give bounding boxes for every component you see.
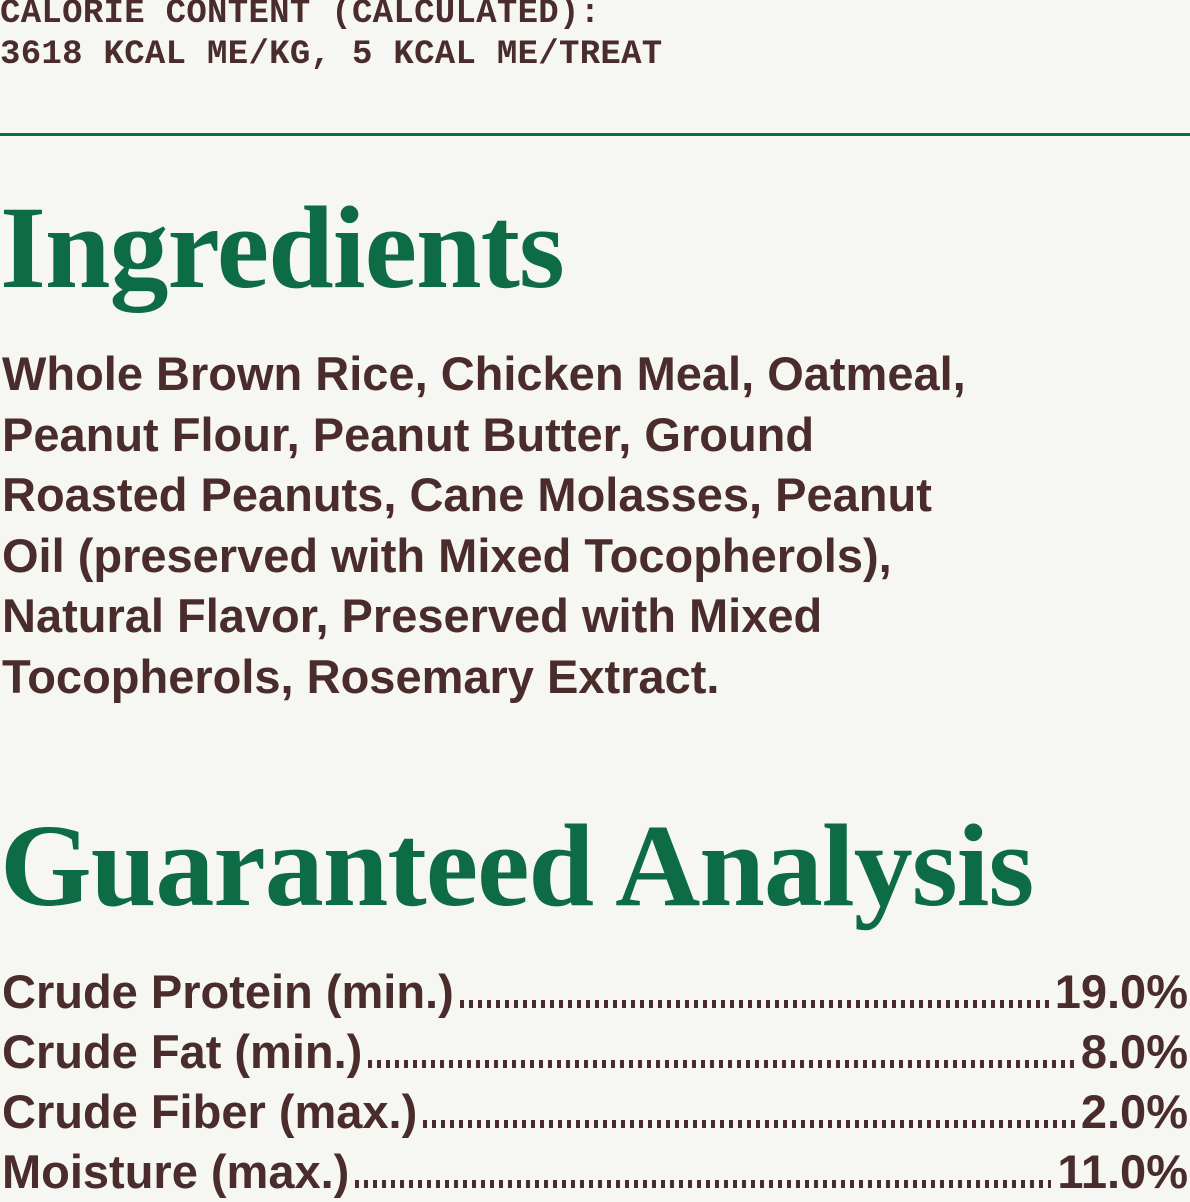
- ingredients-heading: Ingredients: [0, 182, 565, 313]
- ingredients-line: Oil (preserved with Mixed Tocopherols),: [2, 528, 892, 582]
- ingredients-line: Peanut Flour, Peanut Butter, Ground: [2, 407, 815, 461]
- dot-leader: [368, 1060, 1075, 1068]
- calorie-content: CALORIE CONTENT (CALCULATED): 3618 KCAL …: [0, 0, 663, 76]
- analysis-row: Crude Protein (min.) 19.0%: [2, 962, 1188, 1022]
- analysis-label: Crude Fat (min.): [2, 1025, 363, 1078]
- analysis-row: Moisture (max.) 11.0%: [2, 1142, 1188, 1202]
- analysis-value: 11.0%: [1057, 1145, 1188, 1198]
- dot-leader: [355, 1180, 1052, 1188]
- analysis-value: 8.0%: [1080, 1025, 1188, 1078]
- ingredients-list: Whole Brown Rice, Chicken Meal, Oatmeal,…: [2, 344, 966, 707]
- analysis-row: Crude Fiber (max.) 2.0%: [2, 1082, 1188, 1142]
- dot-leader: [423, 1120, 1075, 1128]
- analysis-value: 19.0%: [1054, 965, 1188, 1018]
- guaranteed-analysis-heading: Guaranteed Analysis: [0, 800, 1034, 931]
- ingredients-line: Natural Flavor, Preserved with Mixed: [2, 589, 823, 642]
- analysis-row: Crude Fat (min.) 8.0%: [2, 1022, 1188, 1082]
- analysis-value: 2.0%: [1080, 1085, 1188, 1138]
- dot-leader: [459, 1000, 1049, 1008]
- analysis-label: Moisture (max.): [2, 1145, 350, 1198]
- ingredients-line: Whole Brown Rice, Chicken Meal, Oatmeal,: [2, 347, 966, 400]
- analysis-label: Crude Protein (min.): [2, 965, 454, 1018]
- calorie-values: 3618 KCAL ME/KG, 5 KCAL ME/TREAT: [0, 36, 663, 74]
- ingredients-line: Roasted Peanuts, Cane Molasses, Peanut: [2, 468, 932, 521]
- divider: [0, 133, 1190, 136]
- ingredients-line: Tocopherols, Rosemary Extract.: [2, 649, 720, 703]
- calorie-label: CALORIE CONTENT (CALCULATED):: [0, 0, 601, 33]
- guaranteed-analysis-table: Crude Protein (min.) 19.0% Crude Fat (mi…: [2, 962, 1188, 1202]
- analysis-label: Crude Fiber (max.): [2, 1085, 418, 1138]
